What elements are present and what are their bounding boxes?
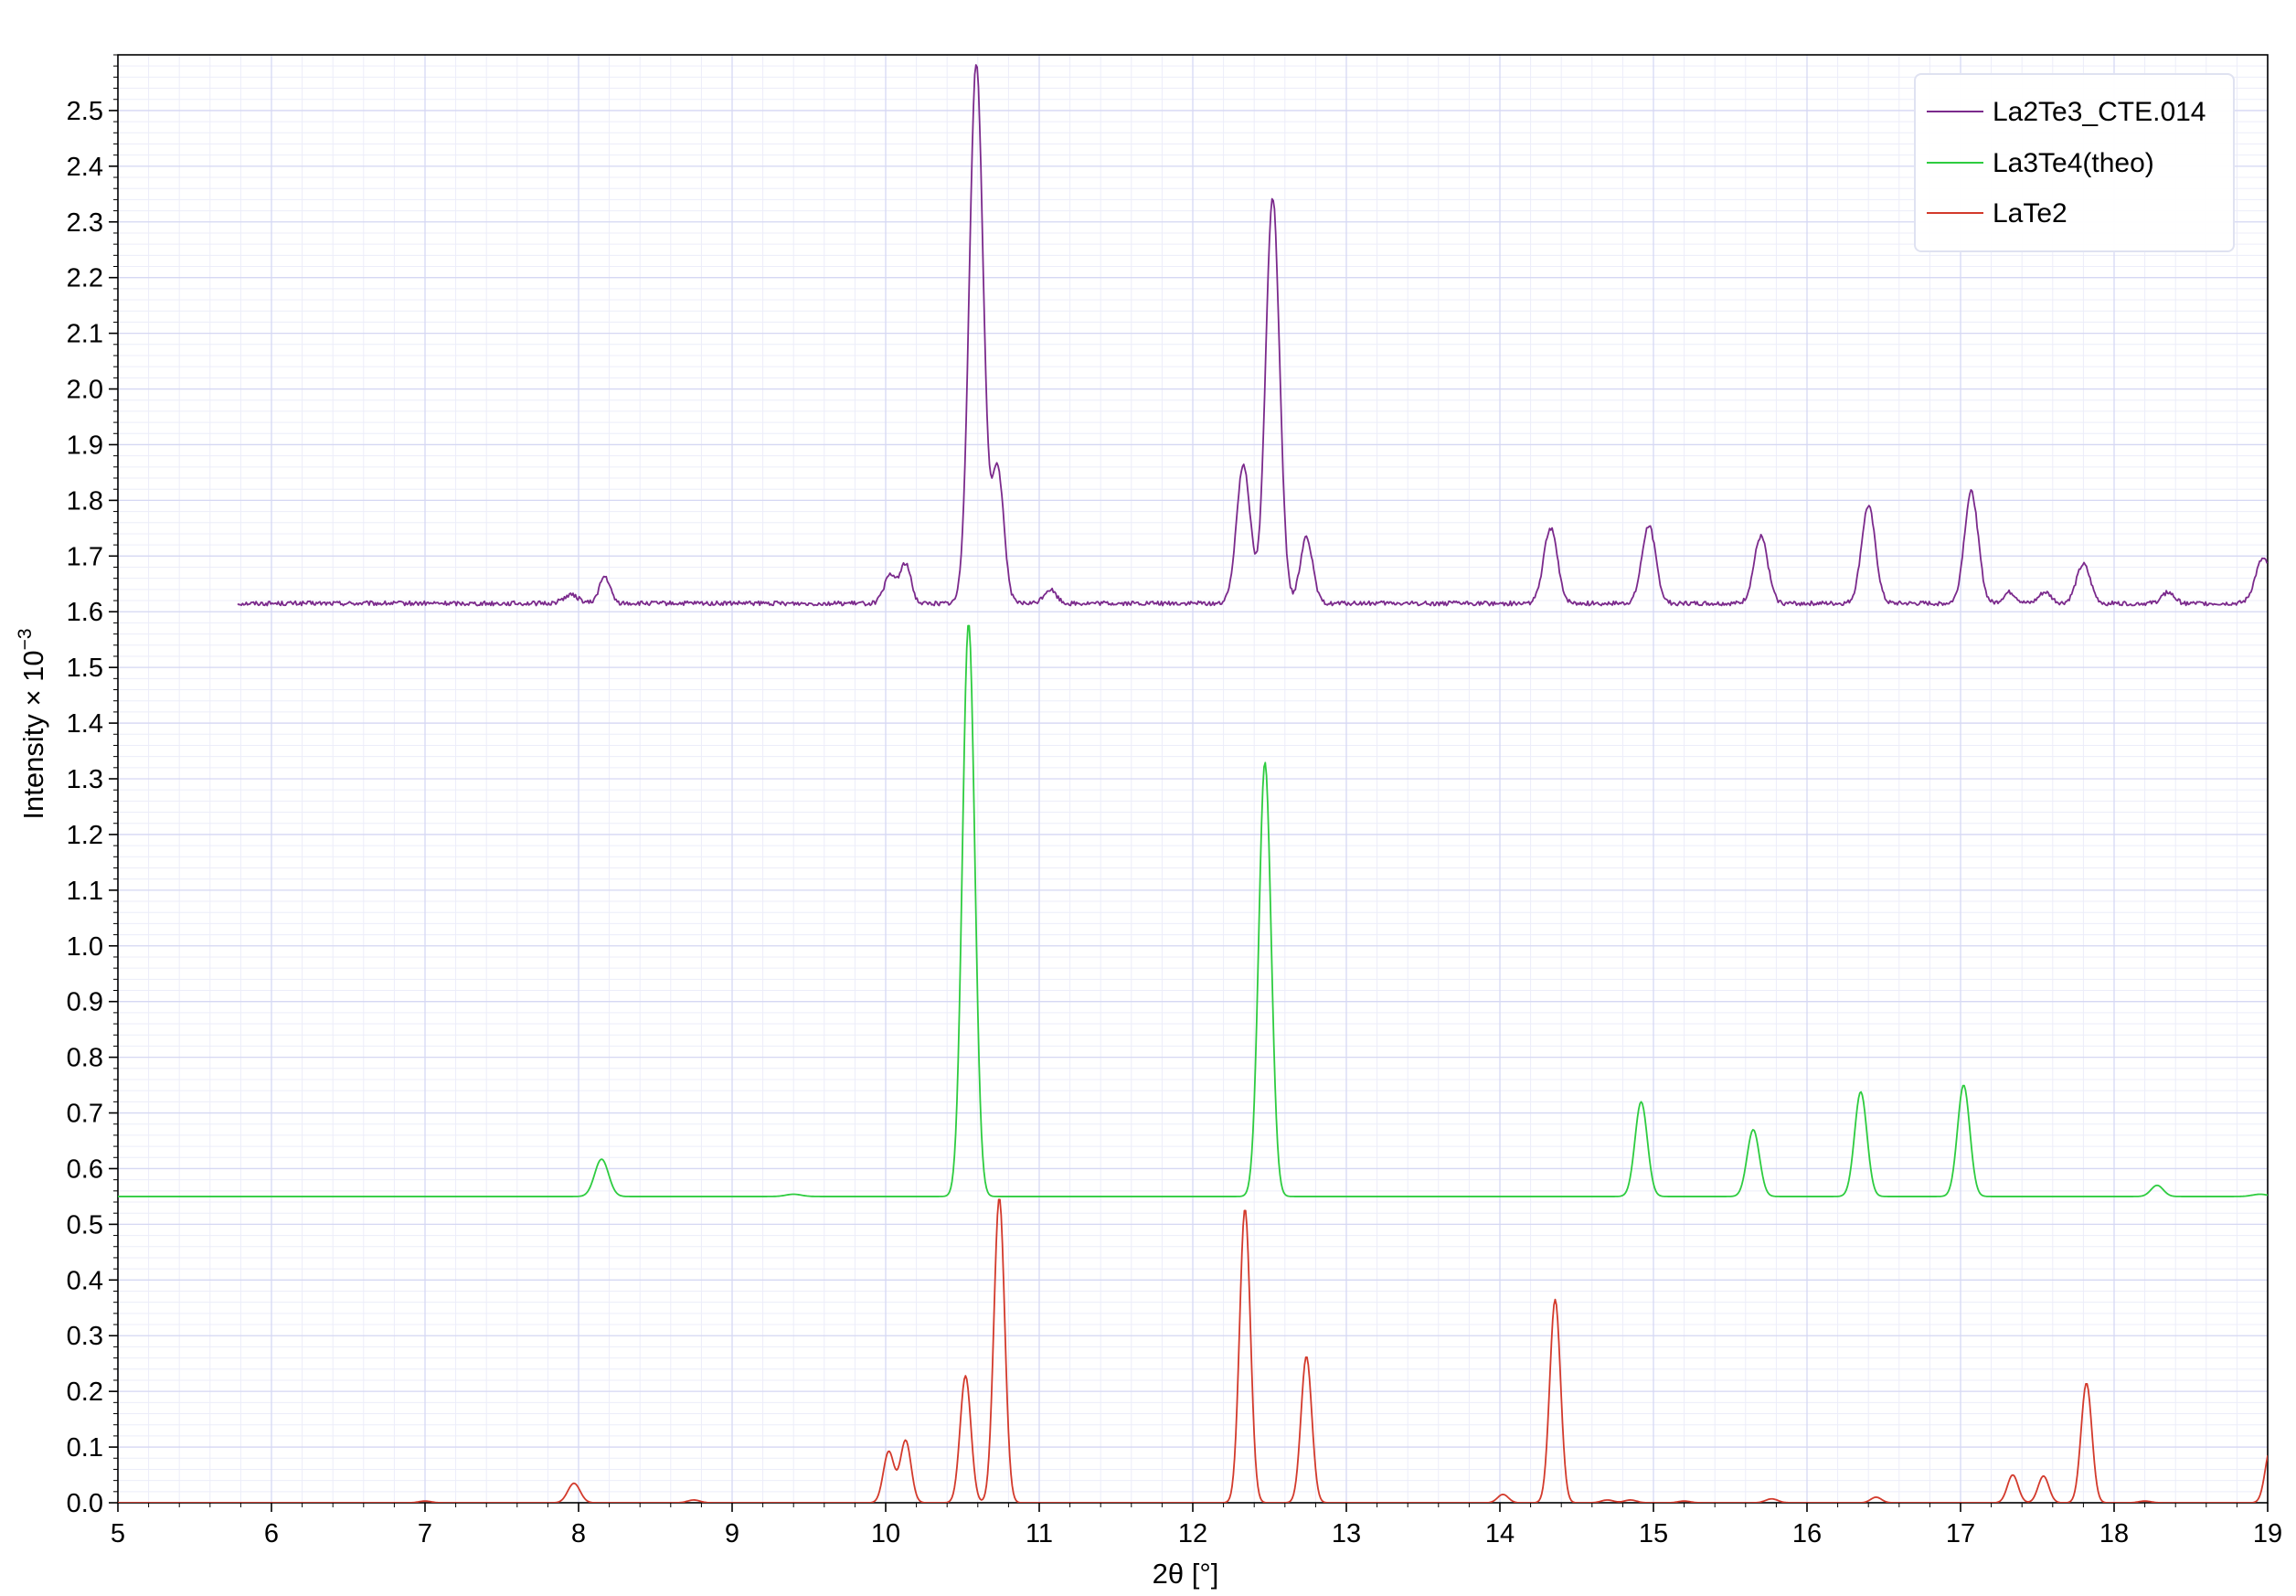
y-tick-label: 2.3 [67, 208, 103, 238]
x-tick-label: 14 [1485, 1519, 1515, 1548]
y-tick-label: 0.3 [67, 1322, 103, 1351]
y-tick-label: 0.6 [67, 1154, 103, 1184]
x-tick-label: 12 [1178, 1519, 1207, 1548]
y-axis-title-exponent: −3 [15, 628, 36, 650]
x-axis-ticks: 5 6 7 8 9 10 11 12 13 14 15 16 17 18 19 [111, 1503, 2282, 1548]
series-line-la3te4 [118, 624, 2268, 1197]
y-tick-label: 2.2 [67, 264, 103, 293]
y-tick-label: 2.5 [67, 97, 103, 126]
x-tick-label: 8 [571, 1519, 586, 1548]
x-tick-label: 18 [2099, 1519, 2129, 1548]
x-tick-label: 13 [1332, 1519, 1361, 1548]
y-tick-label: 0.2 [67, 1378, 103, 1407]
y-tick-label: 1.1 [67, 877, 103, 906]
y-tick-label: 1.9 [67, 431, 103, 460]
y-tick-label: 2.4 [67, 153, 103, 182]
y-tick-label: 0.4 [67, 1266, 103, 1295]
y-axis-ticks: 0.0 0.1 0.2 0.3 0.4 0.5 0.6 0.7 0.8 0.9 1.0 1.1 1.2 1… [67, 54, 118, 1518]
y-tick-label: 0.5 [67, 1210, 103, 1240]
y-tick-label: 1.3 [67, 765, 103, 794]
legend-label-la2te3: La2Te3_CTE.014 [1993, 97, 2206, 127]
y-tick-label: 0.7 [67, 1100, 103, 1129]
y-axis-title-group: Intensity × 10−3 [15, 628, 49, 819]
x-tick-label: 17 [1946, 1519, 1975, 1548]
legend-box [1914, 73, 2235, 252]
y-axis-title: Intensity × 10−3 [15, 628, 49, 819]
y-axis-title-base: Intensity × 10 [17, 650, 49, 819]
x-tick-label: 19 [2253, 1519, 2282, 1548]
x-tick-label: 5 [111, 1519, 125, 1548]
y-tick-label: 1.7 [67, 542, 103, 571]
y-tick-label: 2.0 [67, 376, 103, 405]
major-grid [117, 55, 2269, 1504]
y-tick-label: 0.0 [67, 1489, 103, 1518]
x-tick-label: 9 [725, 1519, 739, 1548]
y-tick-label: 1.5 [67, 654, 103, 683]
series-lines [118, 64, 2268, 1503]
y-tick-label: 0.9 [67, 988, 103, 1017]
y-tick-label: 1.4 [67, 709, 103, 739]
y-tick-label: 1.8 [67, 486, 103, 516]
series-line-la2te3 [237, 64, 2268, 607]
legend-label-late2: LaTe2 [1993, 198, 2067, 229]
x-axis-title: 2θ [°] [1153, 1558, 1219, 1590]
x-tick-label: 11 [1026, 1519, 1053, 1548]
y-tick-label: 0.1 [67, 1433, 103, 1463]
x-tick-label: 15 [1639, 1519, 1668, 1548]
y-tick-label: 1.0 [67, 932, 103, 962]
x-tick-label: 7 [418, 1519, 432, 1548]
y-tick-label: 2.1 [67, 320, 103, 349]
y-tick-label: 0.8 [67, 1044, 103, 1073]
x-tick-label: 16 [1792, 1519, 1822, 1548]
legend: La2Te3_CTE.014 La3Te4(theo) LaTe2 [1914, 73, 2235, 252]
y-tick-label: 1.6 [67, 598, 103, 627]
legend-label-la3te4: La3Te4(theo) [1993, 148, 2154, 178]
y-tick-label: 1.2 [67, 821, 103, 850]
x-tick-label: 6 [264, 1519, 279, 1548]
x-tick-label: 10 [871, 1519, 900, 1548]
